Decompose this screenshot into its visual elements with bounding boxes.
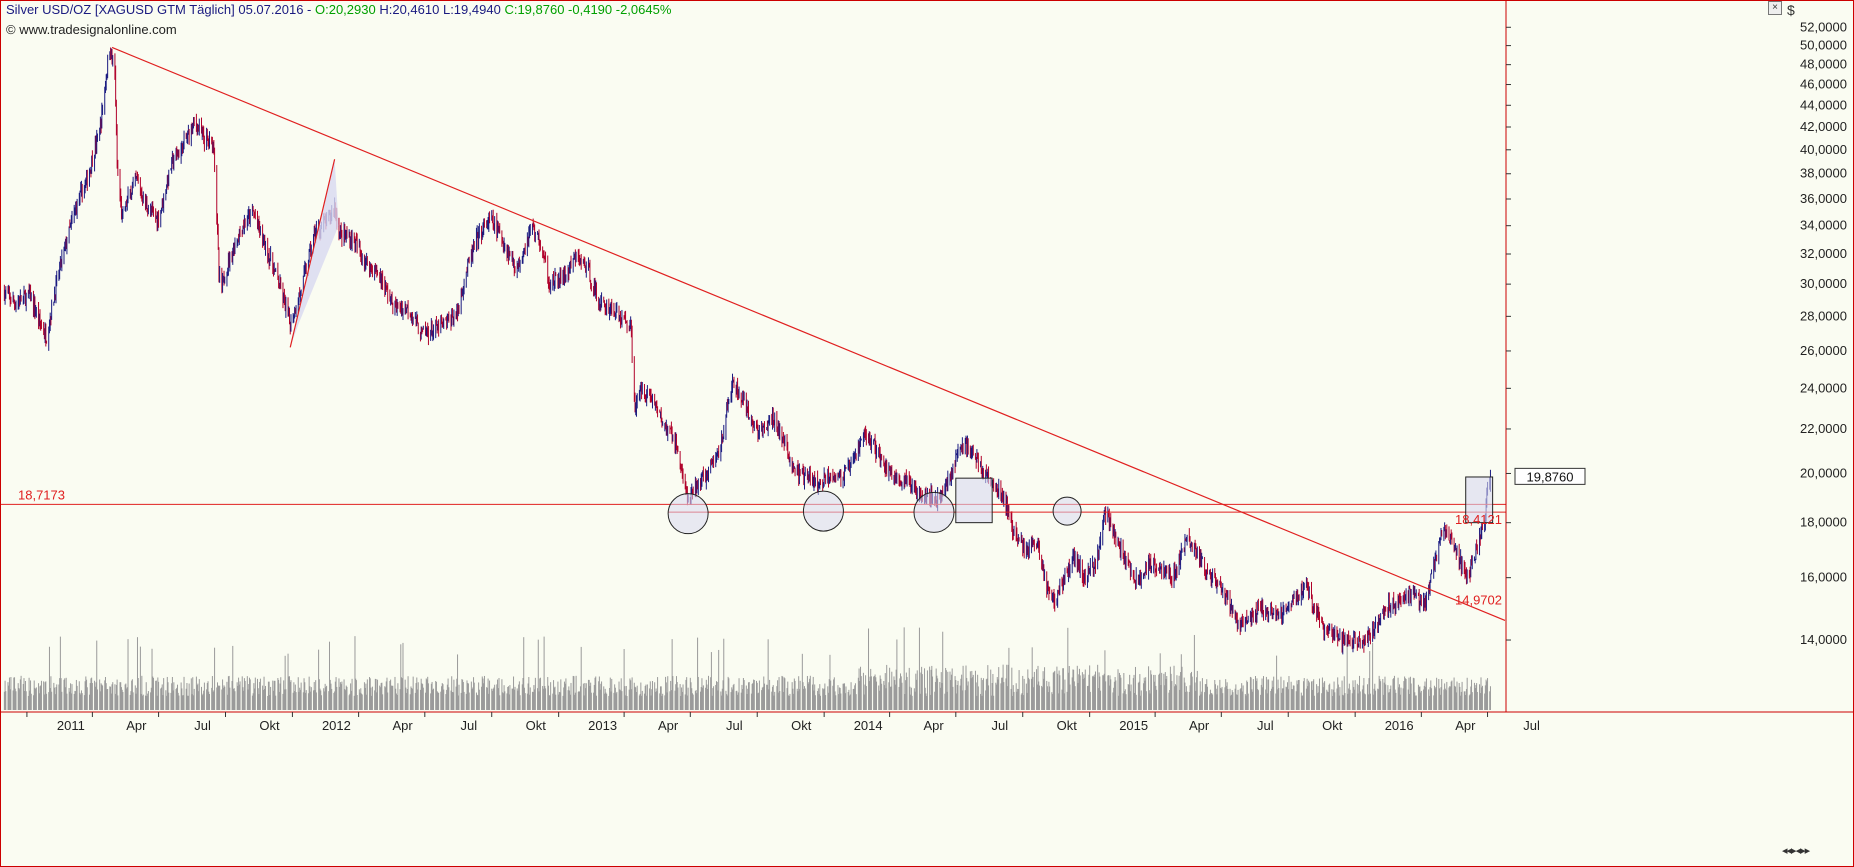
highlight-box (1465, 476, 1494, 524)
steep-trendline (289, 159, 336, 348)
close-icon[interactable]: × (1768, 1, 1782, 15)
main-trendline (111, 46, 1506, 621)
x-tick-label: 2012 (322, 718, 351, 733)
scroll-arrows-icon[interactable]: ◂◂▸◂▸▸ (1782, 845, 1810, 857)
x-tick-label: Jul (1257, 718, 1274, 733)
y-tick-label: 30,0000 (1800, 276, 1847, 291)
x-tick-label: Okt (259, 718, 280, 733)
y-tick-label: 48,0000 (1800, 57, 1847, 72)
x-tick-label: Jul (1523, 718, 1540, 733)
x-tick-label: Apr (1189, 718, 1210, 733)
y-tick-label: 36,0000 (1800, 191, 1847, 206)
x-tick-label: Okt (1322, 718, 1343, 733)
y-tick-label: 16,0000 (1800, 570, 1847, 585)
x-tick-label: Okt (791, 718, 812, 733)
hline-upper-label: 18,7173 (18, 487, 65, 502)
support-circle (1052, 496, 1082, 526)
y-tick-label: 14,0000 (1800, 632, 1847, 647)
low-value: L:19,4940 (442, 2, 501, 17)
y-tick-label: 40,0000 (1800, 142, 1847, 157)
support-circle (802, 490, 844, 532)
open-value: O:20,2930 (315, 2, 376, 17)
source-label: © www.tradesignalonline.com (6, 22, 177, 37)
support-circle (667, 493, 709, 535)
hline-lower-label: 18,4121 (1455, 512, 1502, 527)
trendline-end-label: 14,9702 (1455, 593, 1502, 608)
y-tick-label: 32,0000 (1800, 246, 1847, 261)
price-candles (3, 47, 1491, 655)
current-price-label: 19,8760 (1527, 469, 1574, 484)
y-tick-label: 52,0000 (1800, 19, 1847, 34)
x-tick-label: 2016 (1385, 718, 1414, 733)
y-tick-label: 22,0000 (1800, 421, 1847, 436)
x-tick-label: Apr (392, 718, 413, 733)
x-tick-label: 2014 (854, 718, 883, 733)
y-tick-label: 20,0000 (1800, 465, 1847, 480)
y-tick-label: 46,0000 (1800, 77, 1847, 92)
support-circle (913, 491, 955, 533)
instrument-title: Silver USD/OZ [XAGUSD GTM Täglich] 05.07… (6, 2, 312, 17)
y-tick-label: 38,0000 (1800, 166, 1847, 181)
x-tick-label: 2013 (588, 718, 617, 733)
x-tick-label: Apr (1455, 718, 1476, 733)
x-tick-label: Okt (1057, 718, 1078, 733)
close-value: C:19,8760 -0,4190 -2,0645% (504, 2, 672, 17)
x-tick-label: Jul (194, 718, 211, 733)
high-value: H:20,4610 (379, 2, 440, 17)
chart-header: Silver USD/OZ [XAGUSD GTM Täglich] 05.07… (6, 2, 671, 17)
x-tick-label: Apr (658, 718, 679, 733)
y-tick-label: 18,0000 (1800, 515, 1847, 530)
x-tick-label: Okt (526, 718, 547, 733)
x-tick-label: Jul (991, 718, 1008, 733)
volume-bars (3, 627, 1491, 710)
x-tick-label: 2011 (57, 718, 85, 733)
highlight-box (955, 477, 993, 524)
y-tick-label: 42,0000 (1800, 119, 1847, 134)
x-tick-label: 2015 (1119, 718, 1148, 733)
y-tick-label: 24,0000 (1800, 380, 1847, 395)
x-tick-label: Jul (726, 718, 743, 733)
current-price-box (1514, 467, 1586, 485)
x-tick-label: Apr (126, 718, 147, 733)
x-tick-label: Jul (460, 718, 477, 733)
y-tick-label: 50,0000 (1800, 38, 1847, 53)
steep-channel-fill (290, 159, 339, 348)
y-tick-label: 34,0000 (1800, 218, 1847, 233)
y-tick-label: 28,0000 (1800, 308, 1847, 323)
y-tick-label: 44,0000 (1800, 97, 1847, 112)
y-tick-label: 26,0000 (1800, 343, 1847, 358)
annotations: 18,7173 18,4121 14,9702 19,8760 (0, 46, 1586, 621)
x-tick-label: Apr (923, 718, 944, 733)
currency-label: $ (1787, 2, 1795, 18)
